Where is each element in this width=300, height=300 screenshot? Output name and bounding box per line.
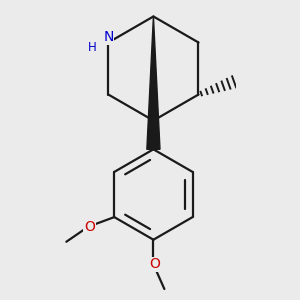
Text: O: O <box>84 220 95 234</box>
Text: O: O <box>149 257 160 272</box>
Text: N: N <box>103 30 113 44</box>
Text: H: H <box>88 41 96 55</box>
Polygon shape <box>147 16 160 149</box>
